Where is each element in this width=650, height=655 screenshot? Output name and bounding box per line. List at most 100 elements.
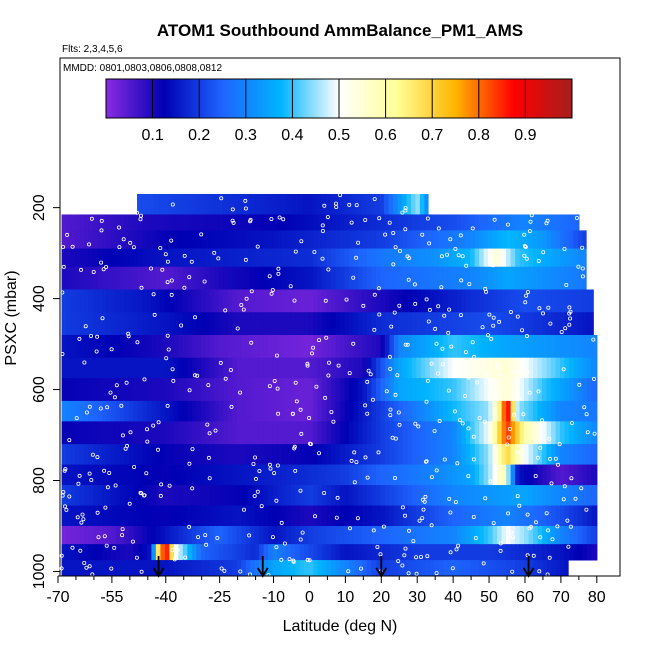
heatmap-cell: [259, 334, 265, 359]
sample-point: [538, 445, 543, 450]
sample-point: [442, 313, 447, 318]
sample-point: [77, 473, 82, 478]
heatmap-cell: [308, 400, 314, 422]
heatmap-cell: [370, 194, 376, 215]
heatmap-cell: [214, 525, 220, 545]
heatmap-cell: [389, 421, 395, 445]
heatmap-cell: [447, 214, 453, 231]
heatmap-cell: [286, 230, 292, 249]
heatmap-cell: [438, 357, 444, 379]
heatmap-cell: [277, 560, 283, 577]
heatmap-cell: [272, 378, 278, 402]
sample-point: [423, 459, 428, 464]
heatmap-cell: [128, 248, 135, 268]
heatmap-cell: [568, 266, 575, 290]
heatmap-cell: [253, 194, 259, 215]
heatmap-cell: [299, 464, 305, 486]
heatmap-cell: [331, 421, 337, 445]
heatmap-cell: [375, 289, 381, 313]
sample-point: [459, 278, 464, 283]
heatmap-cell: [241, 444, 247, 465]
heatmap-cell: [281, 560, 287, 577]
heatmap-cell: [429, 544, 435, 561]
heatmap-cell: [335, 421, 341, 445]
heatmap-cell: [501, 464, 507, 486]
sample-point: [525, 369, 530, 374]
heatmap-cell: [160, 525, 166, 545]
heatmap-cell: [317, 560, 323, 577]
heatmap-cell: [411, 444, 417, 465]
heatmap-cell: [79, 334, 85, 359]
heatmap-cell: [119, 248, 126, 268]
heatmap-cell: [290, 544, 296, 561]
sample-point: [244, 296, 249, 301]
heatmap-cell: [322, 334, 328, 359]
heatmap-cell: [290, 505, 296, 527]
sample-point: [60, 290, 65, 295]
sample-point: [334, 515, 339, 520]
heatmap-cell: [555, 464, 561, 486]
heatmap-cell: [93, 248, 99, 268]
heatmap-cell: [362, 464, 368, 486]
heatmap-cell: [470, 334, 476, 359]
heatmap-cell: [465, 400, 471, 422]
sample-point: [393, 245, 398, 250]
heatmap-cell: [133, 214, 139, 231]
heatmap-cell: [268, 230, 274, 249]
heatmap-cell: [407, 485, 413, 506]
heatmap-cell: [317, 334, 323, 359]
heatmap-cell: [344, 505, 350, 527]
sample-point: [491, 315, 496, 320]
heatmap-cell: [299, 312, 305, 336]
sample-point: [402, 553, 407, 558]
heatmap-cell: [200, 289, 206, 313]
sample-point: [293, 380, 298, 385]
heatmap-cell: [492, 485, 498, 506]
heatmap-cell: [371, 289, 377, 313]
heatmap-cell: [366, 230, 373, 249]
heatmap-cell: [515, 334, 521, 359]
heatmap-cell: [322, 312, 328, 336]
heatmap-cell: [88, 464, 94, 486]
heatmap-cell: [429, 421, 435, 445]
heatmap-cell: [322, 444, 328, 465]
sample-point: [520, 328, 525, 333]
heatmap-cell: [452, 378, 458, 402]
sample-point: [576, 264, 581, 269]
heatmap-cell: [546, 444, 552, 465]
sample-point: [347, 526, 352, 531]
sample-point: [450, 566, 455, 571]
sample-point: [346, 569, 351, 574]
heatmap-cell: [591, 544, 597, 561]
heatmap-cell: [281, 266, 287, 290]
heatmap-cell: [515, 505, 521, 527]
heatmap-cell: [299, 421, 305, 445]
sample-point: [396, 410, 401, 415]
heatmap-cell: [546, 505, 552, 527]
heatmap-cell: [196, 505, 202, 527]
heatmap-cell: [438, 464, 444, 486]
sample-point: [522, 372, 527, 377]
heatmap-cell: [438, 400, 444, 422]
heatmap-cell: [411, 505, 417, 527]
heatmap-cell: [308, 464, 314, 486]
heatmap-cell: [443, 334, 449, 359]
heatmap-cell: [258, 194, 264, 215]
heatmap-cell: [595, 525, 598, 545]
heatmap-cell: [528, 266, 534, 290]
heatmap-cell: [420, 214, 426, 231]
sample-point: [127, 501, 132, 506]
heatmap-cell: [106, 544, 112, 561]
sample-point: [316, 451, 321, 456]
heatmap-cell: [178, 485, 184, 506]
heatmap-cell: [411, 230, 417, 249]
heatmap-cell: [304, 334, 310, 359]
heatmap-cell: [146, 312, 152, 336]
heatmap-cell: [133, 485, 139, 506]
sample-point: [439, 285, 444, 290]
heatmap-cell: [366, 357, 373, 379]
heatmap-cell: [196, 560, 202, 577]
heatmap-cell: [254, 248, 260, 268]
heatmap-cell: [389, 560, 395, 577]
heatmap-cell: [375, 194, 381, 215]
